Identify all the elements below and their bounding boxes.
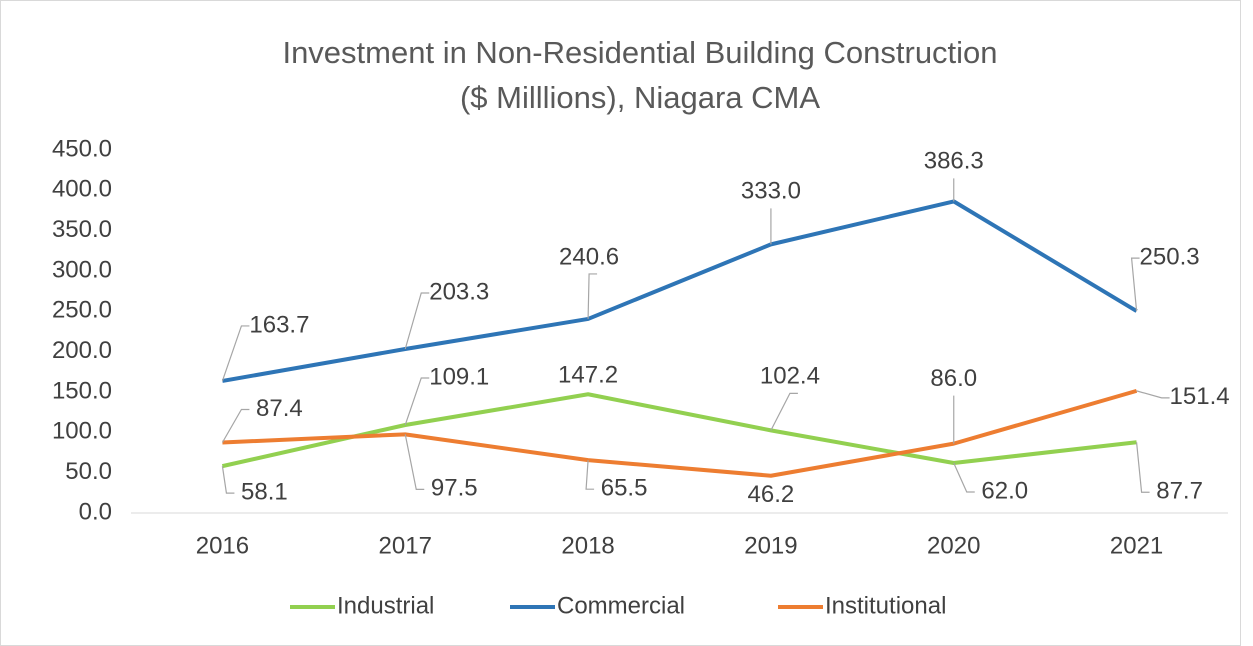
x-tick-label: 2021 (1110, 532, 1163, 559)
data-label: 147.2 (558, 362, 618, 389)
chart-title: ($ Milllions), Niagara CMA (460, 80, 820, 115)
legend-label: Institutional (825, 592, 946, 619)
data-label: 203.3 (429, 278, 489, 305)
leader-line (1135, 442, 1150, 493)
y-tick-label: 200.0 (52, 337, 112, 364)
legend-label: Commercial (557, 592, 685, 619)
x-tick-label: 2020 (927, 532, 980, 559)
y-tick-label: 400.0 (52, 176, 112, 203)
leader-line (1130, 257, 1140, 312)
x-tick-label: 2019 (744, 532, 797, 559)
data-label: 240.6 (559, 243, 619, 270)
leader-line (770, 392, 798, 431)
y-tick-label: 350.0 (52, 216, 112, 243)
y-tick-label: 0.0 (79, 498, 112, 525)
data-label: 62.0 (981, 477, 1028, 504)
leader-line (221, 466, 235, 494)
y-tick-label: 250.0 (52, 297, 112, 324)
series-line (221, 392, 1137, 469)
chart-title: Investment in Non-Residential Building C… (282, 35, 997, 70)
data-label: 65.5 (601, 475, 648, 502)
leader-line (404, 377, 430, 426)
data-label: 102.4 (760, 363, 820, 390)
leader-line (404, 292, 430, 350)
leader-line (953, 462, 975, 493)
data-label: 333.0 (741, 178, 801, 205)
series-line (222, 199, 1138, 383)
leader-line (221, 325, 250, 382)
data-label: 250.3 (1140, 243, 1200, 270)
data-label: 86.0 (930, 365, 977, 392)
data-label: 109.1 (429, 363, 489, 390)
y-tick-label: 50.0 (65, 458, 112, 485)
y-tick-label: 100.0 (52, 418, 112, 445)
leader-line (587, 273, 598, 319)
data-label: 87.4 (256, 395, 303, 422)
legend-label: Industrial (337, 592, 434, 619)
data-label: 151.4 (1170, 383, 1230, 410)
leader-line (221, 408, 250, 443)
x-tick-label: 2017 (379, 532, 432, 559)
data-label: 46.2 (748, 481, 795, 508)
x-tick-label: 2018 (561, 532, 614, 559)
leader-line (585, 460, 595, 490)
data-label: 97.5 (431, 475, 478, 502)
data-label: 163.7 (249, 311, 309, 338)
data-label: 386.3 (924, 148, 984, 175)
series-line (222, 388, 1138, 478)
y-tick-label: 150.0 (52, 377, 112, 404)
y-tick-label: 450.0 (52, 135, 112, 162)
leader-line (1136, 390, 1170, 399)
data-label: 87.7 (1156, 478, 1203, 505)
y-tick-label: 300.0 (52, 256, 112, 283)
leader-line (404, 434, 425, 490)
x-tick-label: 2016 (196, 532, 249, 559)
data-label: 58.1 (241, 478, 288, 505)
